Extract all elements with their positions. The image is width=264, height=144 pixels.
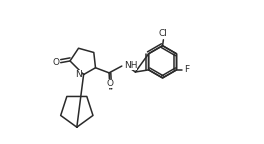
Text: Cl: Cl [159, 29, 168, 38]
Text: O: O [53, 58, 60, 67]
Text: N: N [76, 70, 82, 79]
Text: O: O [106, 79, 114, 88]
Text: F: F [184, 65, 189, 74]
Text: NH: NH [124, 61, 137, 70]
